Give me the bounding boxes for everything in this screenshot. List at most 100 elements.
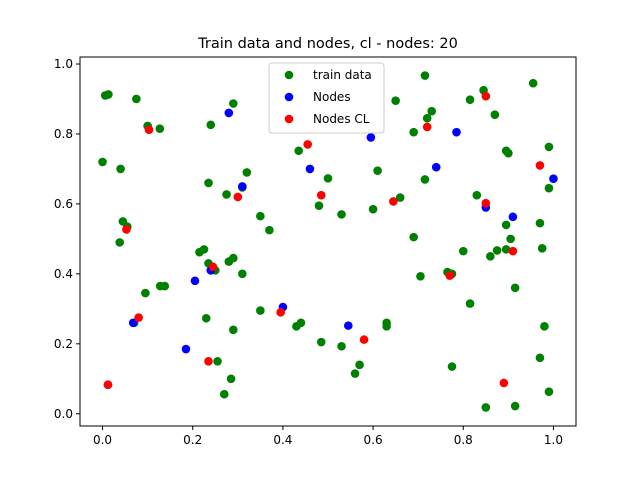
point-train-data-40 bbox=[316, 337, 326, 347]
x-tick-label: 0.4 bbox=[273, 433, 292, 447]
point-train-data-68 bbox=[490, 110, 500, 120]
point-train-data-17 bbox=[204, 178, 213, 188]
point-train-data-83 bbox=[544, 183, 554, 193]
point-train-data-71 bbox=[501, 220, 511, 230]
point-train-data-0 bbox=[98, 157, 107, 167]
point-train-data-73 bbox=[504, 148, 513, 158]
point-train-data-14 bbox=[206, 120, 216, 130]
point-nodes-cl-8 bbox=[303, 140, 313, 149]
x-tick-label: 1.0 bbox=[544, 433, 563, 447]
point-train-data-9 bbox=[155, 124, 165, 133]
point-train-data-41 bbox=[337, 210, 346, 219]
point-train-data-69 bbox=[492, 246, 502, 255]
point-train-data-43 bbox=[350, 369, 360, 378]
legend-label-nodes: Nodes bbox=[313, 90, 351, 104]
point-train-data-39 bbox=[323, 174, 333, 183]
point-nodes-cl-2 bbox=[134, 313, 143, 322]
plot-frame bbox=[79, 56, 577, 427]
point-nodes-6 bbox=[238, 182, 247, 191]
point-train-data-31 bbox=[229, 325, 238, 335]
point-train-data-28 bbox=[213, 356, 222, 366]
point-train-data-22 bbox=[195, 247, 204, 257]
point-train-data-26 bbox=[238, 269, 247, 279]
point-nodes-14 bbox=[508, 212, 518, 222]
point-train-data-16 bbox=[229, 99, 238, 108]
point-train-data-57 bbox=[416, 272, 425, 281]
point-nodes-cl-0 bbox=[103, 380, 113, 390]
point-nodes-cl-12 bbox=[422, 122, 432, 132]
point-nodes-cl-4 bbox=[204, 356, 213, 366]
axes: 0.0 0.2 0.4 0.6 0.8 1.0 0.0 0.2 0.4 0.6 0.8 1.0 bbox=[54, 57, 563, 447]
point-train-data-80 bbox=[535, 353, 545, 363]
point-nodes-cl-18 bbox=[535, 161, 545, 170]
point-train-data-3 bbox=[116, 164, 125, 174]
point-nodes-11 bbox=[431, 162, 441, 172]
point-train-data-79 bbox=[537, 244, 547, 253]
point-train-data-51 bbox=[409, 127, 418, 137]
point-train-data-38 bbox=[314, 201, 324, 210]
point-nodes-cl-1 bbox=[122, 225, 131, 234]
point-train-data-46 bbox=[373, 166, 382, 175]
point-train-data-29 bbox=[226, 374, 236, 384]
point-train-data-62 bbox=[465, 299, 475, 308]
point-train-data-2 bbox=[104, 90, 113, 99]
x-tick-label: 0.8 bbox=[454, 433, 473, 447]
point-train-data-30 bbox=[219, 389, 229, 399]
point-train-data-13 bbox=[160, 281, 170, 291]
point-nodes-cl-11 bbox=[389, 197, 398, 206]
point-nodes-cl-9 bbox=[316, 190, 326, 200]
y-tick-label: 0.0 bbox=[54, 407, 73, 421]
point-train-data-55 bbox=[420, 175, 430, 184]
point-train-data-48 bbox=[382, 318, 391, 328]
point-train-data-7 bbox=[132, 94, 141, 104]
point-nodes-cl-3 bbox=[144, 125, 154, 135]
y-tick-label: 0.8 bbox=[54, 127, 73, 141]
legend-marker-nodes-cl bbox=[284, 114, 294, 124]
point-nodes-cl-16 bbox=[499, 378, 509, 388]
point-nodes-12 bbox=[452, 127, 461, 137]
series-nodes bbox=[103, 108, 558, 390]
legend-label-train-data: train data bbox=[313, 68, 372, 82]
y-tick-label: 0.6 bbox=[54, 197, 73, 211]
point-nodes-3 bbox=[190, 276, 200, 286]
point-nodes-cl-17 bbox=[508, 246, 518, 256]
point-nodes-cl-10 bbox=[359, 335, 369, 344]
point-nodes-2 bbox=[181, 344, 191, 354]
legend-label-nodes-cl: Nodes CL bbox=[313, 112, 370, 126]
point-train-data-52 bbox=[420, 71, 430, 80]
y-tick-label: 0.2 bbox=[54, 337, 73, 351]
point-nodes-1 bbox=[128, 318, 138, 328]
point-train-data-78 bbox=[535, 218, 545, 228]
x-tick-label: 0.2 bbox=[183, 433, 202, 447]
legend: train data Nodes Nodes CL bbox=[268, 62, 385, 134]
point-train-data-75 bbox=[510, 283, 520, 293]
point-train-data-54 bbox=[427, 106, 437, 116]
x-tick-label: 0.0 bbox=[93, 433, 112, 447]
point-nodes-15 bbox=[549, 174, 558, 184]
point-train-data-50 bbox=[391, 96, 400, 106]
point-train-data-49 bbox=[395, 193, 405, 202]
point-train-data-84 bbox=[544, 387, 554, 397]
point-train-data-76 bbox=[510, 401, 520, 411]
point-nodes-cl-5 bbox=[208, 262, 218, 272]
point-nodes-5 bbox=[224, 108, 234, 118]
series-nodes-cl bbox=[103, 91, 545, 390]
point-train-data-34 bbox=[256, 306, 265, 315]
chart-title: Train data and nodes, cl - nodes: 20 bbox=[197, 36, 458, 52]
legend-marker-train-data bbox=[284, 70, 294, 80]
point-nodes-cl-13 bbox=[445, 271, 455, 280]
point-nodes-8 bbox=[305, 164, 315, 174]
y-tick-label: 0.4 bbox=[54, 267, 73, 281]
point-train-data-56 bbox=[409, 232, 418, 242]
point-nodes-cl-15 bbox=[481, 198, 491, 208]
point-train-data-33 bbox=[265, 225, 274, 235]
point-train-data-42 bbox=[337, 341, 346, 351]
point-train-data-63 bbox=[465, 95, 475, 104]
point-train-data-64 bbox=[472, 190, 482, 200]
point-train-data-37 bbox=[294, 146, 303, 156]
point-train-data-70 bbox=[501, 245, 511, 254]
point-train-data-36 bbox=[296, 318, 306, 328]
legend-marker-nodes bbox=[284, 92, 294, 102]
point-train-data-32 bbox=[256, 211, 265, 221]
